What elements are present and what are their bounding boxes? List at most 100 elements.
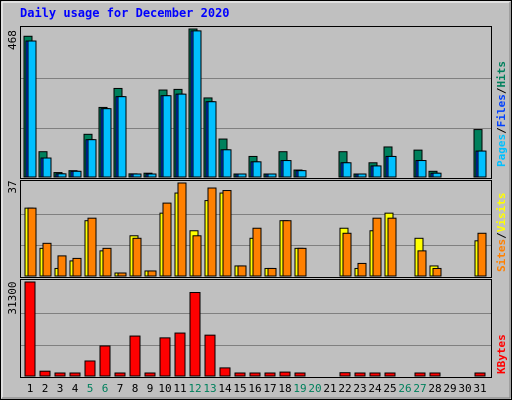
top-max-label: 468: [6, 30, 19, 50]
x-label-day-24: 24: [368, 382, 382, 395]
bars-layer: [23, 28, 487, 377]
kbytes-bar-day-23: [354, 372, 366, 377]
pages-bar-day-22: [342, 162, 352, 178]
x-label-day-14: 14: [218, 382, 232, 395]
x-label-day-10: 10: [158, 382, 171, 395]
legend-kbytes: KBytes: [495, 334, 508, 374]
kbytes-bar-day-25: [384, 372, 396, 377]
visits-bar-day-11: [177, 182, 187, 277]
x-label-day-25: 25: [383, 382, 396, 395]
pages-bar-day-16: [252, 161, 262, 178]
x-label-day-9: 9: [147, 382, 154, 395]
visits-bar-day-19: [297, 247, 307, 277]
gridlines: [21, 78, 491, 346]
kbytes-bar-day-2: [39, 370, 51, 377]
visits-bar-day-5: [87, 217, 97, 277]
kbytes-bar-day-28: [429, 372, 441, 377]
x-label-day-21: 21: [323, 382, 336, 395]
kbytes-bar-day-13: [204, 334, 216, 377]
x-label-day-26: 26: [398, 382, 411, 395]
legend-visits: Visits: [495, 193, 508, 233]
visits-bar-day-12: [192, 235, 202, 277]
kbytes-bar-day-31: [474, 372, 486, 377]
visits-bar-day-24: [372, 217, 382, 277]
legend-pages: Pages: [495, 134, 508, 167]
x-label-day-3: 3: [57, 382, 64, 395]
pages-bar-day-31: [477, 150, 487, 178]
legend-sep-3: /: [495, 232, 508, 239]
legend-files: Files: [495, 94, 508, 127]
x-label-day-30: 30: [458, 382, 471, 395]
x-label-day-29: 29: [443, 382, 456, 395]
pages-bar-day-2: [42, 157, 52, 178]
kbytes-bar-day-11: [174, 332, 186, 377]
kbytes-bar-day-9: [144, 372, 156, 377]
visits-bar-day-14: [222, 190, 232, 277]
x-label-day-19: 19: [293, 382, 306, 395]
x-label-day-28: 28: [428, 382, 441, 395]
x-label-day-6: 6: [102, 382, 109, 395]
pages-bar-day-6: [102, 108, 112, 178]
legend-mid: Sites/Visits: [495, 193, 508, 273]
pages-bar-day-8: [132, 173, 142, 178]
pages-bar-day-4: [72, 170, 82, 178]
pages-bar-day-18: [282, 160, 292, 178]
x-label-day-5: 5: [87, 382, 94, 395]
x-label-day-1: 1: [27, 382, 34, 395]
pages-bar-day-3: [57, 173, 67, 178]
legend-sep-2: /: [495, 87, 508, 94]
bot-max-label: 31300: [6, 281, 19, 314]
pages-bar-day-23: [357, 173, 367, 178]
x-label-day-20: 20: [308, 382, 321, 395]
pages-bar-day-28: [432, 172, 442, 178]
visits-bar-day-3: [57, 255, 67, 277]
visits-bar-day-8: [132, 237, 142, 277]
legend-hits: Hits: [495, 61, 508, 88]
visits-bar-day-28: [432, 267, 442, 277]
kbytes-bar-day-17: [264, 372, 276, 377]
kbytes-bar-day-10: [159, 337, 171, 377]
kbytes-bar-day-1: [24, 281, 36, 377]
pages-bar-day-25: [387, 155, 397, 178]
kbytes-bar-day-16: [249, 372, 261, 377]
x-label-day-12: 12: [188, 382, 201, 395]
visits-bar-day-17: [267, 267, 277, 277]
visits-bar-day-15: [237, 265, 247, 277]
pages-bar-day-7: [117, 96, 127, 178]
kbytes-bar-day-27: [414, 372, 426, 377]
pages-bar-day-24: [372, 165, 382, 178]
x-label-day-15: 15: [233, 382, 246, 395]
kbytes-bar-day-15: [234, 372, 246, 377]
pages-bar-day-19: [297, 170, 307, 178]
x-label-day-4: 4: [72, 382, 79, 395]
pages-bar-day-13: [207, 101, 217, 178]
pages-bar-day-27: [417, 160, 427, 178]
kbytes-bar-day-24: [369, 372, 381, 377]
visits-bar-day-6: [102, 247, 112, 277]
visits-bar-day-4: [72, 257, 82, 277]
visits-bar-day-27: [417, 250, 427, 277]
x-label-day-8: 8: [132, 382, 139, 395]
kbytes-bar-day-19: [294, 372, 306, 377]
chart-title: Daily usage for December 2020: [20, 6, 230, 20]
visits-bar-day-25: [387, 217, 397, 277]
kbytes-bar-day-14: [219, 367, 231, 377]
pages-bar-day-12: [192, 30, 202, 178]
kbytes-bar-day-18: [279, 371, 291, 377]
panel-top-frame: [20, 26, 492, 179]
pages-bar-day-11: [177, 93, 187, 178]
x-label-day-13: 13: [203, 382, 216, 395]
visits-bar-day-2: [42, 242, 52, 277]
visits-bar-day-31: [477, 232, 487, 277]
pages-bar-day-10: [162, 95, 172, 178]
visits-bar-day-9: [147, 270, 157, 277]
x-label-day-2: 2: [42, 382, 49, 395]
panel-bot-frame: [20, 279, 492, 378]
x-label-day-7: 7: [117, 382, 124, 395]
visits-bar-day-23: [357, 262, 367, 277]
x-axis-labels: 1 2 3 4 5 6 7 8 9 10 11 12 13 14 15 16 17 18 19 20 21 22 23 24 2…: [27, 382, 487, 395]
visits-bar-day-10: [162, 202, 172, 277]
legend-top: Pages/Files/Hits: [495, 61, 508, 167]
